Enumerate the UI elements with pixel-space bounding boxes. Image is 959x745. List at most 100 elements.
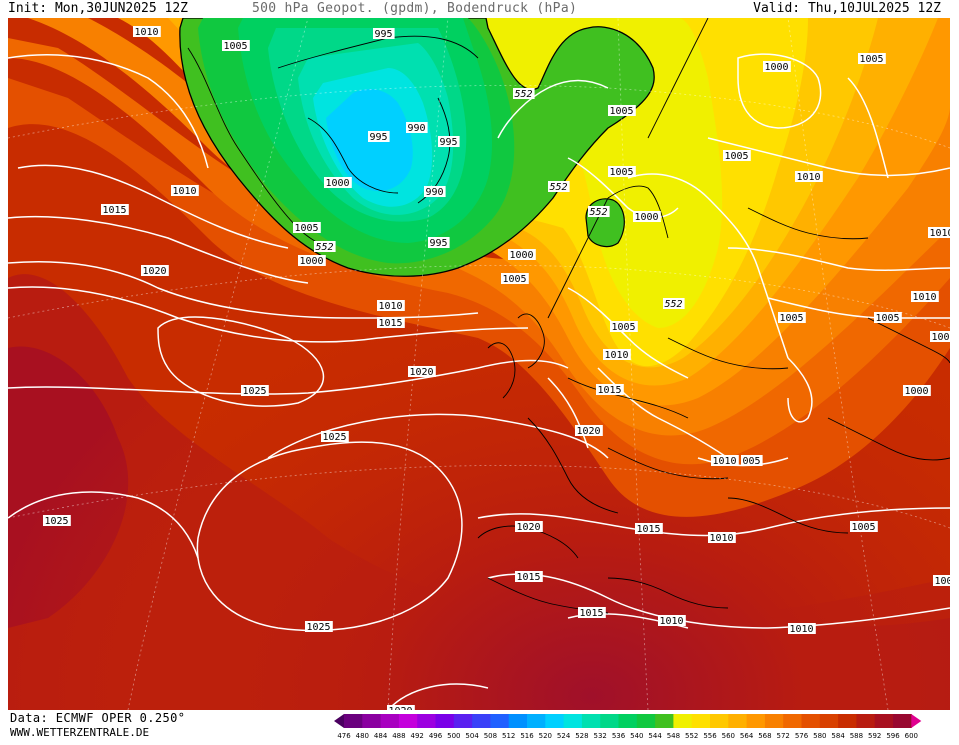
legend-tick-label: 524	[557, 732, 571, 740]
isobar-label: 1005	[930, 331, 950, 343]
legend-swatch	[344, 714, 363, 728]
isobar-label-box	[635, 523, 663, 534]
data-source-label: Data: ECMWF OPER 0.250°	[10, 711, 186, 725]
isobar-label: 1015	[101, 204, 129, 216]
isobar-label-text: 1020	[410, 367, 434, 378]
isobar-label: 1010	[133, 26, 161, 38]
legend-tick-label: 584	[831, 732, 845, 740]
legend-tick-label: 528	[575, 732, 588, 740]
isobar-label-box	[663, 298, 685, 309]
isobar-label-text: 1020	[389, 706, 413, 710]
legend-swatch	[838, 714, 857, 728]
isobar-label-text: 1005	[876, 313, 900, 324]
isobar-label: 552	[663, 298, 685, 310]
legend-swatch	[801, 714, 821, 728]
isobar-label-text: 1005	[935, 576, 951, 587]
legend-tick-label: 560	[722, 732, 735, 740]
isobar-label-text: 1005	[224, 41, 248, 52]
geopotential-band-552	[448, 18, 723, 328]
legend-swatch	[819, 714, 839, 728]
isobar-label-box	[321, 431, 349, 442]
isobar-label-text: 552	[515, 89, 533, 100]
isobar-label-box	[763, 61, 791, 72]
isobar-label: 1015	[377, 317, 405, 329]
legend-tick-label: 476	[337, 732, 351, 740]
isobar-label-text: 995	[370, 132, 388, 143]
isobar-label-box	[368, 131, 390, 142]
isobar-label-box	[171, 185, 199, 196]
isobar-label-text: 1010	[713, 456, 737, 467]
legend-swatch	[618, 714, 638, 728]
isobar-label-box	[658, 615, 686, 626]
isobar-label-box	[874, 312, 902, 323]
isobar-label: 1025	[43, 515, 71, 527]
color-legend: 476 480 484 488 492 496 500 504 508 512 516 520 524 5…	[334, 712, 958, 745]
legend-tick-label: 480	[356, 732, 369, 740]
isobar-label-text: 1025	[45, 516, 69, 527]
isobar-label-box	[406, 122, 428, 133]
isobar-label-text: 1025	[323, 432, 347, 443]
isobar-label-box	[387, 705, 415, 710]
legend-tick-label: 576	[795, 732, 809, 740]
isobar-label-text: 1005	[780, 313, 804, 324]
isobar-label-box	[608, 166, 636, 177]
legend-tick-label: 540	[630, 732, 643, 740]
isobar-labels: 1010 1005 995 552 1005 1000 1005 995 990 995 1000 9…	[43, 26, 950, 710]
isobar-label: 995	[373, 28, 395, 40]
isobar-label: 1025	[305, 621, 333, 633]
isobar-label-text: 1015	[379, 318, 403, 329]
legend-swatch	[380, 714, 400, 728]
isobar-label: 1005	[610, 321, 638, 333]
isobar-label-text: 1000	[510, 250, 534, 261]
isobar-label-box	[373, 28, 395, 39]
legend-swatch	[764, 714, 784, 728]
isobar-label: 990	[406, 122, 428, 134]
legend-tick-label: 536	[612, 732, 626, 740]
isobar-label-box	[222, 40, 250, 51]
legend-swatch	[508, 714, 528, 728]
legend-tick-label: 600	[905, 732, 918, 740]
isobar-label: 1010	[911, 291, 939, 303]
scandinavian-low-552	[648, 266, 680, 302]
weather-map: 1010 1005 995 552 1005 1000 1005 995 990 995 1000 9…	[8, 18, 950, 710]
isobar-label-box	[324, 177, 352, 188]
legend-swatch	[636, 714, 656, 728]
isobar-label-box	[911, 291, 939, 302]
isobar-label-box	[588, 206, 610, 217]
isobar-label-box	[610, 321, 638, 332]
legend-swatch	[490, 714, 510, 728]
isobar-label: 1010	[711, 455, 739, 467]
isobar-label-box	[501, 273, 529, 284]
legend-tick-label: 496	[429, 732, 443, 740]
isobar-label-text: 1010	[379, 301, 403, 312]
isobar-label: 1005	[501, 273, 529, 285]
isobar-label: 1015	[515, 571, 543, 583]
isobar-label-box	[596, 384, 624, 395]
legend-swatch	[728, 714, 748, 728]
isobar-label-text: 1025	[307, 622, 331, 633]
legend-swatch	[673, 714, 693, 728]
legend-tick-label: 520	[539, 732, 552, 740]
legend-tick-label: 544	[648, 732, 662, 740]
isobar-label-box	[377, 300, 405, 311]
legend-swatch	[856, 714, 876, 728]
isobar-label: 1020	[575, 425, 603, 437]
isobar-label: 1020	[408, 366, 436, 378]
isobar-label-text: 1000	[300, 256, 324, 267]
chart-header: Init: Mon,30JUN2025 12Z 500 hPa Geopot. …	[0, 0, 959, 18]
isobar-label: 995	[428, 237, 450, 249]
isobar-label-text: 1005	[610, 106, 634, 117]
isobar-label: 990	[424, 186, 446, 198]
isobar-label-text: 1015	[517, 572, 541, 583]
isobar-label-box	[928, 227, 950, 238]
isobar-label-box	[633, 211, 661, 222]
isobar-label: 1010	[603, 349, 631, 361]
isobar-label-box	[298, 255, 326, 266]
isobar-label-box	[43, 515, 71, 526]
isobar-label: 1020	[387, 705, 415, 710]
isobar-label: 1020	[515, 521, 543, 533]
isobar-label-text: 552	[665, 299, 683, 310]
isobar-label-text: 990	[426, 187, 444, 198]
legend-tick-label: 588	[850, 732, 863, 740]
isobar-label-box	[408, 366, 436, 377]
